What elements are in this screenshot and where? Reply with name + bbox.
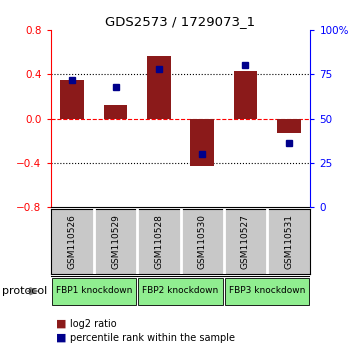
Text: log2 ratio: log2 ratio (70, 319, 117, 329)
Bar (147, 56, 171, 119)
Title: GDS2573 / 1729073_1: GDS2573 / 1729073_1 (105, 15, 256, 28)
Text: FBP1 knockdown: FBP1 knockdown (56, 286, 132, 295)
Text: ■: ■ (56, 319, 66, 329)
Bar (104, 105, 127, 119)
Text: ■: ■ (56, 333, 66, 343)
Bar (234, 71, 257, 119)
Bar (225, 278, 309, 305)
Text: GSM110526: GSM110526 (68, 214, 77, 269)
Bar (277, 119, 301, 133)
Text: percentile rank within the sample: percentile rank within the sample (70, 333, 235, 343)
Bar (190, 119, 214, 166)
Text: GSM110527: GSM110527 (241, 214, 250, 269)
Bar (52, 278, 136, 305)
Text: GSM110531: GSM110531 (284, 214, 293, 269)
Bar (60, 80, 84, 119)
Text: FBP2 knockdown: FBP2 knockdown (142, 286, 219, 295)
Text: FBP3 knockdown: FBP3 knockdown (229, 286, 305, 295)
Text: protocol: protocol (2, 286, 47, 296)
Bar (139, 278, 222, 305)
Text: GSM110530: GSM110530 (198, 214, 206, 269)
Text: GSM110528: GSM110528 (155, 214, 163, 269)
Text: GSM110529: GSM110529 (111, 214, 120, 269)
